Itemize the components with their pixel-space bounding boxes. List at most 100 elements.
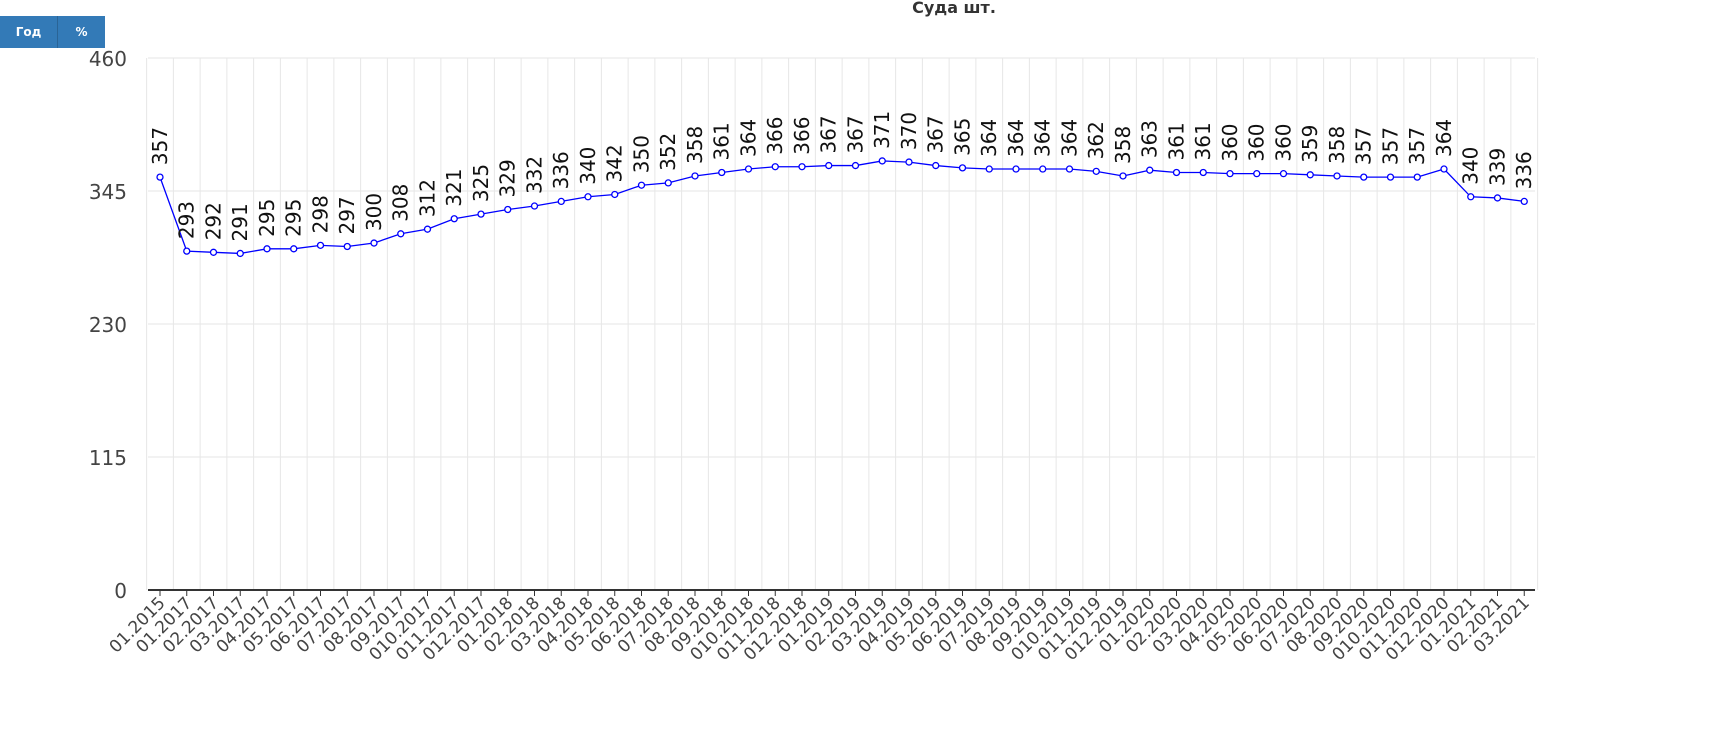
data-label: 364 xyxy=(1031,119,1055,157)
data-point[interactable] xyxy=(664,179,672,187)
data-point[interactable] xyxy=(477,210,485,218)
data-label: 312 xyxy=(416,179,440,217)
data-point[interactable] xyxy=(932,161,940,170)
data-point[interactable] xyxy=(958,164,967,172)
data-point[interactable] xyxy=(343,242,351,251)
data-label: 365 xyxy=(951,118,975,156)
data-point[interactable] xyxy=(1279,170,1288,178)
data-point[interactable] xyxy=(263,245,271,253)
data-point[interactable] xyxy=(1092,167,1100,175)
data-point[interactable] xyxy=(1119,172,1127,180)
data-label: 361 xyxy=(710,122,734,160)
data-point[interactable] xyxy=(798,163,806,171)
data-point[interactable] xyxy=(1146,166,1154,174)
data-label: 291 xyxy=(228,203,252,241)
data-point[interactable] xyxy=(370,239,378,247)
data-label: 357 xyxy=(1352,127,1376,165)
data-point[interactable] xyxy=(637,181,646,189)
data-label: 364 xyxy=(737,119,761,157)
y-tick-label: 460 xyxy=(89,47,127,71)
data-point[interactable] xyxy=(1306,171,1314,179)
data-point[interactable] xyxy=(1253,170,1261,178)
series-line xyxy=(159,160,1525,255)
data-point[interactable] xyxy=(1467,193,1475,201)
data-point[interactable] xyxy=(450,215,458,223)
data-label: 358 xyxy=(1111,126,1135,164)
data-label: 357 xyxy=(1379,127,1403,165)
data-label: 359 xyxy=(1298,125,1322,163)
data-point[interactable] xyxy=(236,249,244,258)
data-point[interactable] xyxy=(397,230,405,238)
data-point[interactable] xyxy=(557,197,565,206)
data-label: 364 xyxy=(1004,119,1028,157)
data-point[interactable] xyxy=(1172,168,1181,177)
data-label: 364 xyxy=(1058,119,1082,157)
data-label: 336 xyxy=(549,151,573,189)
data-point[interactable] xyxy=(316,241,325,250)
data-point[interactable] xyxy=(744,165,753,173)
data-label: 350 xyxy=(630,135,654,173)
data-point[interactable] xyxy=(1493,194,1502,202)
data-point[interactable] xyxy=(905,158,913,166)
data-label: 340 xyxy=(576,147,600,185)
y-tick-label: 0 xyxy=(114,579,127,603)
data-label: 308 xyxy=(389,184,413,222)
data-label: 292 xyxy=(202,202,226,240)
data-point[interactable] xyxy=(1333,172,1341,180)
data-label: 342 xyxy=(603,144,627,182)
data-point[interactable] xyxy=(1226,170,1234,178)
data-label: 367 xyxy=(844,115,868,153)
data-label: 358 xyxy=(683,126,707,164)
data-label: 300 xyxy=(362,193,386,231)
data-label: 364 xyxy=(1432,119,1456,157)
data-point[interactable] xyxy=(985,165,993,173)
data-label: 332 xyxy=(523,156,547,194)
data-label: 371 xyxy=(870,111,894,149)
data-point[interactable] xyxy=(183,247,191,255)
data-label: 336 xyxy=(1512,151,1536,189)
data-label: 360 xyxy=(1245,123,1269,161)
y-tick-label: 115 xyxy=(89,446,127,470)
data-point[interactable] xyxy=(209,248,218,256)
data-label: 360 xyxy=(1272,123,1296,161)
data-point[interactable] xyxy=(1440,165,1448,173)
data-point[interactable] xyxy=(1386,173,1395,181)
data-point[interactable] xyxy=(156,173,164,181)
chart-toolbar: Год % xyxy=(0,16,105,48)
data-point[interactable] xyxy=(878,157,886,165)
data-label: 361 xyxy=(1165,122,1189,160)
data-label: 295 xyxy=(282,199,306,237)
data-point[interactable] xyxy=(771,163,779,171)
data-point[interactable] xyxy=(504,205,512,214)
data-label: 352 xyxy=(656,133,680,171)
data-point[interactable] xyxy=(611,190,619,199)
data-label: 295 xyxy=(255,199,279,237)
data-label: 366 xyxy=(790,117,814,155)
data-point[interactable] xyxy=(423,225,432,233)
chart-title: Суда шт. xyxy=(912,0,996,17)
data-point[interactable] xyxy=(1199,168,1207,177)
percent-button[interactable]: % xyxy=(57,16,105,48)
data-point[interactable] xyxy=(1065,165,1074,173)
data-point[interactable] xyxy=(1360,173,1368,181)
data-label: 329 xyxy=(496,159,520,197)
data-point[interactable] xyxy=(584,193,592,201)
data-point[interactable] xyxy=(851,161,860,170)
data-label: 360 xyxy=(1218,123,1242,161)
data-point[interactable] xyxy=(718,168,726,177)
data-label: 366 xyxy=(763,117,787,155)
data-point[interactable] xyxy=(1520,197,1528,206)
data-label: 357 xyxy=(1405,127,1429,165)
year-button[interactable]: Год xyxy=(0,16,57,48)
data-point[interactable] xyxy=(1012,165,1020,173)
data-point[interactable] xyxy=(1039,165,1047,173)
data-point[interactable] xyxy=(1413,173,1421,181)
data-point[interactable] xyxy=(825,161,833,170)
data-point[interactable] xyxy=(691,172,699,180)
data-point[interactable] xyxy=(290,245,298,253)
data-label: 339 xyxy=(1486,148,1510,186)
y-tick-label: 345 xyxy=(89,180,127,204)
data-point[interactable] xyxy=(530,202,539,210)
data-label: 321 xyxy=(442,169,466,207)
